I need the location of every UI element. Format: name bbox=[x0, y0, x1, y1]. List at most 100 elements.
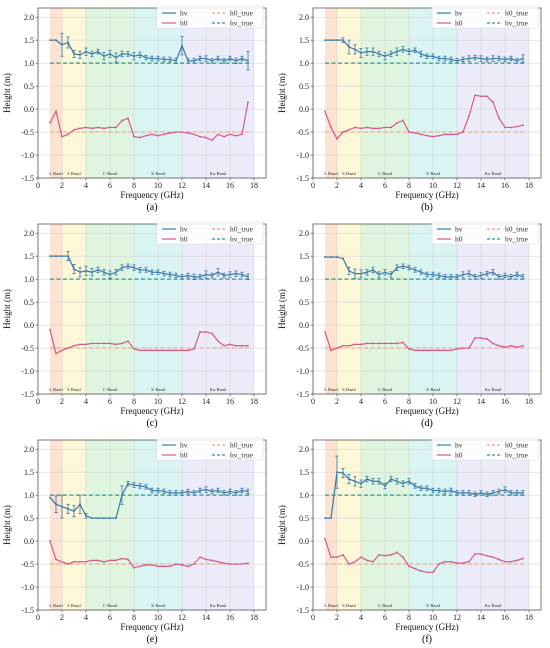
hv-point bbox=[432, 55, 434, 58]
hv-point bbox=[109, 517, 111, 520]
hv-point bbox=[247, 275, 249, 278]
hv-point bbox=[348, 478, 350, 480]
y-tick-label: -1.0 bbox=[296, 151, 309, 160]
h0-point bbox=[522, 557, 524, 560]
x-tick-label: 2 bbox=[335, 397, 339, 406]
y-tick-label: -1.0 bbox=[296, 583, 309, 592]
h0-series-line bbox=[49, 329, 248, 355]
hv-point bbox=[157, 57, 159, 60]
hv-point bbox=[229, 273, 231, 276]
x-tick-label: 12 bbox=[178, 397, 186, 406]
legend-label: h0 bbox=[455, 451, 463, 460]
legend-label: h0_true bbox=[505, 441, 529, 450]
h0-point bbox=[354, 126, 356, 129]
x-tick-label: 0 bbox=[36, 397, 40, 406]
h0-point bbox=[145, 134, 147, 137]
x-tick-label: 6 bbox=[108, 397, 112, 406]
y-tick-label: -1.0 bbox=[21, 151, 34, 160]
h0-point bbox=[504, 126, 506, 129]
h0-point bbox=[79, 560, 81, 563]
legend-label: hv bbox=[180, 441, 188, 450]
h0-point bbox=[372, 127, 374, 130]
y-tick-label: 2.0 bbox=[299, 229, 309, 238]
legend-label: hv bbox=[455, 9, 463, 18]
y-axis-title: Height (m) bbox=[2, 505, 12, 545]
x-tick-label: 10 bbox=[429, 397, 437, 406]
hv-point bbox=[360, 482, 362, 485]
legend-label: hv_true bbox=[230, 19, 254, 28]
hv-point bbox=[55, 39, 57, 42]
hv-point bbox=[49, 496, 51, 499]
x-tick-label: 10 bbox=[154, 397, 162, 406]
h0-point bbox=[450, 560, 452, 563]
y-tick-label: 0.5 bbox=[24, 82, 34, 91]
x-tick-label: 10 bbox=[429, 181, 437, 190]
h0-point bbox=[67, 133, 69, 136]
hv-point bbox=[235, 272, 237, 275]
x-tick-label: 0 bbox=[36, 613, 40, 622]
h0-point bbox=[396, 342, 398, 345]
h0-point bbox=[163, 133, 165, 136]
hv-point bbox=[456, 275, 458, 278]
h0-point bbox=[330, 349, 332, 352]
h0-point bbox=[97, 342, 99, 345]
h0-point bbox=[67, 347, 69, 349]
band-label: X Band bbox=[426, 603, 441, 608]
y-tick-label: 1.5 bbox=[299, 252, 309, 261]
x-tick-label: 14 bbox=[202, 613, 210, 622]
h0-point bbox=[151, 133, 153, 136]
h0-point bbox=[420, 349, 422, 352]
x-tick-label: 8 bbox=[407, 613, 411, 622]
hv-point bbox=[516, 491, 518, 494]
h0-point bbox=[450, 349, 452, 352]
h0-point bbox=[480, 95, 482, 98]
x-axis-title: Frequency (GHz) bbox=[395, 190, 458, 200]
hv-point bbox=[49, 39, 51, 42]
h0-point bbox=[133, 348, 135, 350]
band-region bbox=[325, 440, 337, 610]
h0-point bbox=[342, 131, 344, 133]
y-tick-label: -0.5 bbox=[21, 128, 34, 137]
hv-point bbox=[444, 57, 446, 60]
y-tick-label: -1.5 bbox=[296, 606, 309, 615]
x-tick-label: 18 bbox=[250, 181, 258, 190]
hv-point bbox=[450, 489, 452, 492]
x-tick-label: 16 bbox=[226, 181, 234, 190]
h0-point bbox=[103, 560, 105, 563]
x-tick-label: 12 bbox=[178, 181, 186, 190]
h0-point bbox=[324, 110, 326, 113]
hv-point bbox=[486, 493, 488, 496]
hv-point bbox=[163, 272, 165, 275]
hv-point bbox=[199, 57, 201, 60]
hv-point bbox=[115, 517, 117, 520]
h0-point bbox=[342, 553, 344, 556]
y-tick-label: 1.0 bbox=[24, 275, 34, 284]
panel-label: (c) bbox=[146, 418, 157, 429]
h0-point bbox=[217, 133, 219, 136]
hv-point bbox=[193, 275, 195, 278]
hv-point bbox=[462, 58, 464, 61]
hv-point bbox=[384, 485, 386, 487]
hv-point bbox=[217, 271, 219, 274]
band-region bbox=[62, 8, 86, 178]
h0-point bbox=[181, 349, 183, 352]
h0-point bbox=[504, 560, 506, 563]
x-tick-label: 4 bbox=[84, 397, 88, 406]
band-label: C Band bbox=[103, 387, 118, 392]
hv-point bbox=[223, 274, 225, 277]
h0-point bbox=[480, 553, 482, 555]
y-tick-label: 0.0 bbox=[24, 321, 34, 330]
x-tick-label: 14 bbox=[477, 181, 485, 190]
x-tick-label: 8 bbox=[132, 613, 136, 622]
hv-point bbox=[384, 55, 386, 58]
y-axis-title: Height (m) bbox=[277, 73, 287, 113]
h0-point bbox=[402, 556, 404, 559]
hv-point bbox=[438, 489, 440, 492]
legend-label: hv_true bbox=[505, 235, 529, 244]
hv-point bbox=[115, 271, 117, 274]
hv-series-line bbox=[50, 39, 249, 62]
h0-point bbox=[456, 348, 458, 350]
h0-point bbox=[348, 344, 350, 347]
hv-point bbox=[336, 256, 338, 258]
